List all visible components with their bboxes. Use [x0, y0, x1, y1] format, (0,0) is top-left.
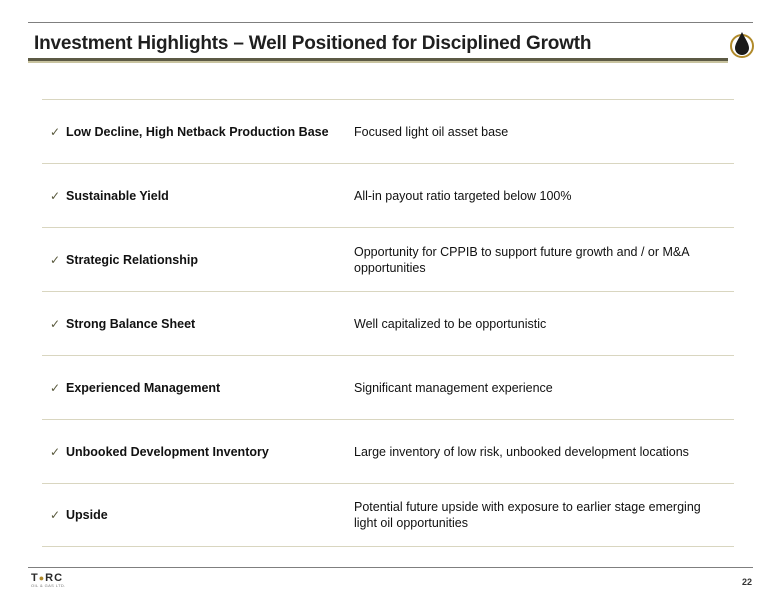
- check-icon: ✓: [50, 380, 61, 395]
- check-icon: ✓: [50, 444, 61, 459]
- highlight-row: ✓ Unbooked Development Inventory Large i…: [42, 419, 734, 483]
- oil-drop-logo-icon: [730, 32, 754, 58]
- page-number: 22: [741, 577, 752, 587]
- highlight-row: ✓ Strategic Relationship Opportunity for…: [42, 227, 734, 291]
- highlight-row: ✓ Low Decline, High Netback Production B…: [42, 99, 734, 163]
- brand-tagline: OIL & GAS LTD.: [31, 583, 66, 588]
- page-title: Investment Highlights – Well Positioned …: [34, 33, 592, 54]
- highlight-label: Strong Balance Sheet: [66, 316, 196, 331]
- footer-divider: [28, 567, 753, 568]
- highlight-row: ✓ Experienced Management Significant man…: [42, 355, 734, 419]
- highlight-label: Upside: [66, 508, 108, 522]
- highlight-description: Potential future upside with exposure to…: [354, 500, 701, 530]
- check-icon: ✓: [50, 316, 61, 331]
- highlight-description: Focused light oil asset base: [354, 124, 509, 139]
- highlights-table: ✓ Low Decline, High Netback Production B…: [42, 99, 734, 547]
- brand-left: T: [31, 572, 39, 584]
- check-icon: ✓: [50, 124, 61, 139]
- highlight-description: Opportunity for CPPIB to support future …: [354, 244, 689, 275]
- highlight-row: ✓ Sustainable Yield All-in payout ratio …: [42, 163, 734, 227]
- brand-right: RC: [45, 572, 64, 584]
- highlight-row: ✓ Upside Potential future upside with ex…: [42, 483, 734, 547]
- highlight-description: Well capitalized to be opportunistic: [354, 316, 547, 331]
- check-icon: ✓: [50, 188, 61, 203]
- oil-drop-icon: ●: [38, 573, 46, 583]
- highlight-label: Unbooked Development Inventory: [66, 444, 269, 459]
- highlight-label: Strategic Relationship: [66, 252, 198, 267]
- highlight-label: Experienced Management: [66, 380, 221, 395]
- highlight-row: ✓ Strong Balance Sheet Well capitalized …: [42, 291, 734, 355]
- highlight-label: Sustainable Yield: [66, 188, 169, 203]
- highlight-description: Large inventory of low risk, unbooked de…: [354, 444, 689, 459]
- highlight-description: All-in payout ratio targeted below 100%: [354, 188, 572, 203]
- highlight-description: Significant management experience: [354, 380, 553, 395]
- check-icon: ✓: [50, 252, 61, 267]
- top-divider: [28, 22, 753, 23]
- footer-logo: T●RC OIL & GAS LTD.: [31, 572, 66, 588]
- check-icon: ✓: [50, 508, 61, 522]
- title-underline-accent: [28, 61, 728, 63]
- highlight-label: Low Decline, High Netback Production Bas…: [66, 124, 329, 139]
- title-underline: [28, 58, 728, 61]
